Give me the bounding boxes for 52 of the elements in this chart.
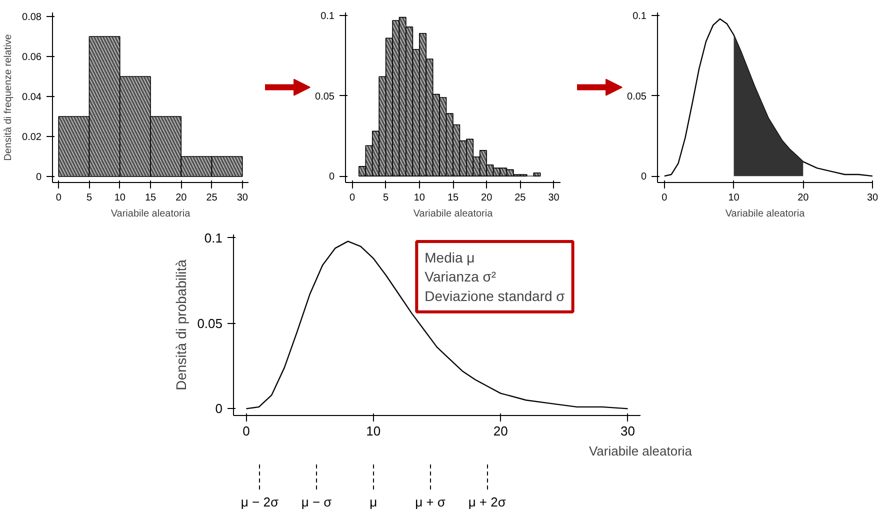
y-tick-label: 0.04 [22,92,42,103]
y-tick-label: 0.06 [22,52,42,63]
x-tick-label: 30 [236,192,248,204]
x-axis-title: Variabile aleatoria [413,208,494,220]
x-tick-label: 10 [366,424,381,438]
y-tick-label: 0.02 [22,132,42,143]
y-axis-title: Densità di frequenze relative [3,34,14,161]
annotation: Media μ [424,249,475,266]
x-axis-title: Variabile aleatoria [725,208,806,220]
x-tick-label: 15 [447,192,459,204]
x-tick-label: 5 [86,192,92,204]
y-tick-label: 0.05 [315,91,335,102]
x-tick-label: 10 [728,192,740,204]
ref-line-label: μ + 2σ [468,494,506,510]
y-tick-label: 0.08 [22,12,42,23]
x-tick-label: 20 [493,424,508,438]
line-series [664,18,872,177]
x-tick-label: 30 [620,424,636,438]
x-tick-label: 0 [56,192,62,204]
ref-line-label: μ [370,494,378,510]
y-tick-label: 0.1 [632,11,647,22]
x-tick-label: 30 [548,192,560,204]
x-tick-label: 10 [114,192,126,204]
ref-line-label: μ − 2σ [240,494,278,510]
x-tick-label: 25 [206,192,218,204]
x-tick-label: 20 [481,192,493,204]
ref-line-label: μ + σ [415,494,446,510]
x-tick-label: 0 [662,192,668,204]
x-tick-label: 10 [414,192,426,204]
x-tick-label: 0 [349,192,356,204]
line-series [246,240,628,410]
y-tick-label: 0 [328,172,335,183]
y-tick-label: 0.1 [320,11,335,22]
ref-line-label: μ − σ [301,494,332,510]
x-tick-label: 30 [866,192,878,204]
y-tick-label: 0 [36,172,42,183]
y-tick-label: 0.1 [204,230,223,246]
x-axis-title: Variabile aleatoria [588,444,693,458]
y-axis-title: Densità di probabilità [173,259,190,390]
annotation: Varianza σ² [424,268,496,285]
x-tick-label: 20 [798,192,810,204]
annotation: Deviazione standard σ [424,288,566,304]
y-tick-label: 0.05 [197,316,223,331]
x-tick-label: 15 [144,192,156,204]
x-tick-label: 0 [242,424,250,438]
y-tick-label: 0 [640,172,647,183]
y-tick-label: 0 [215,401,223,416]
x-axis-title: Variabile aleatoria [110,208,191,220]
x-tick-label: 5 [383,192,390,204]
y-tick-label: 0.05 [627,91,647,102]
x-tick-label: 25 [514,192,526,204]
x-tick-label: 20 [176,192,188,204]
